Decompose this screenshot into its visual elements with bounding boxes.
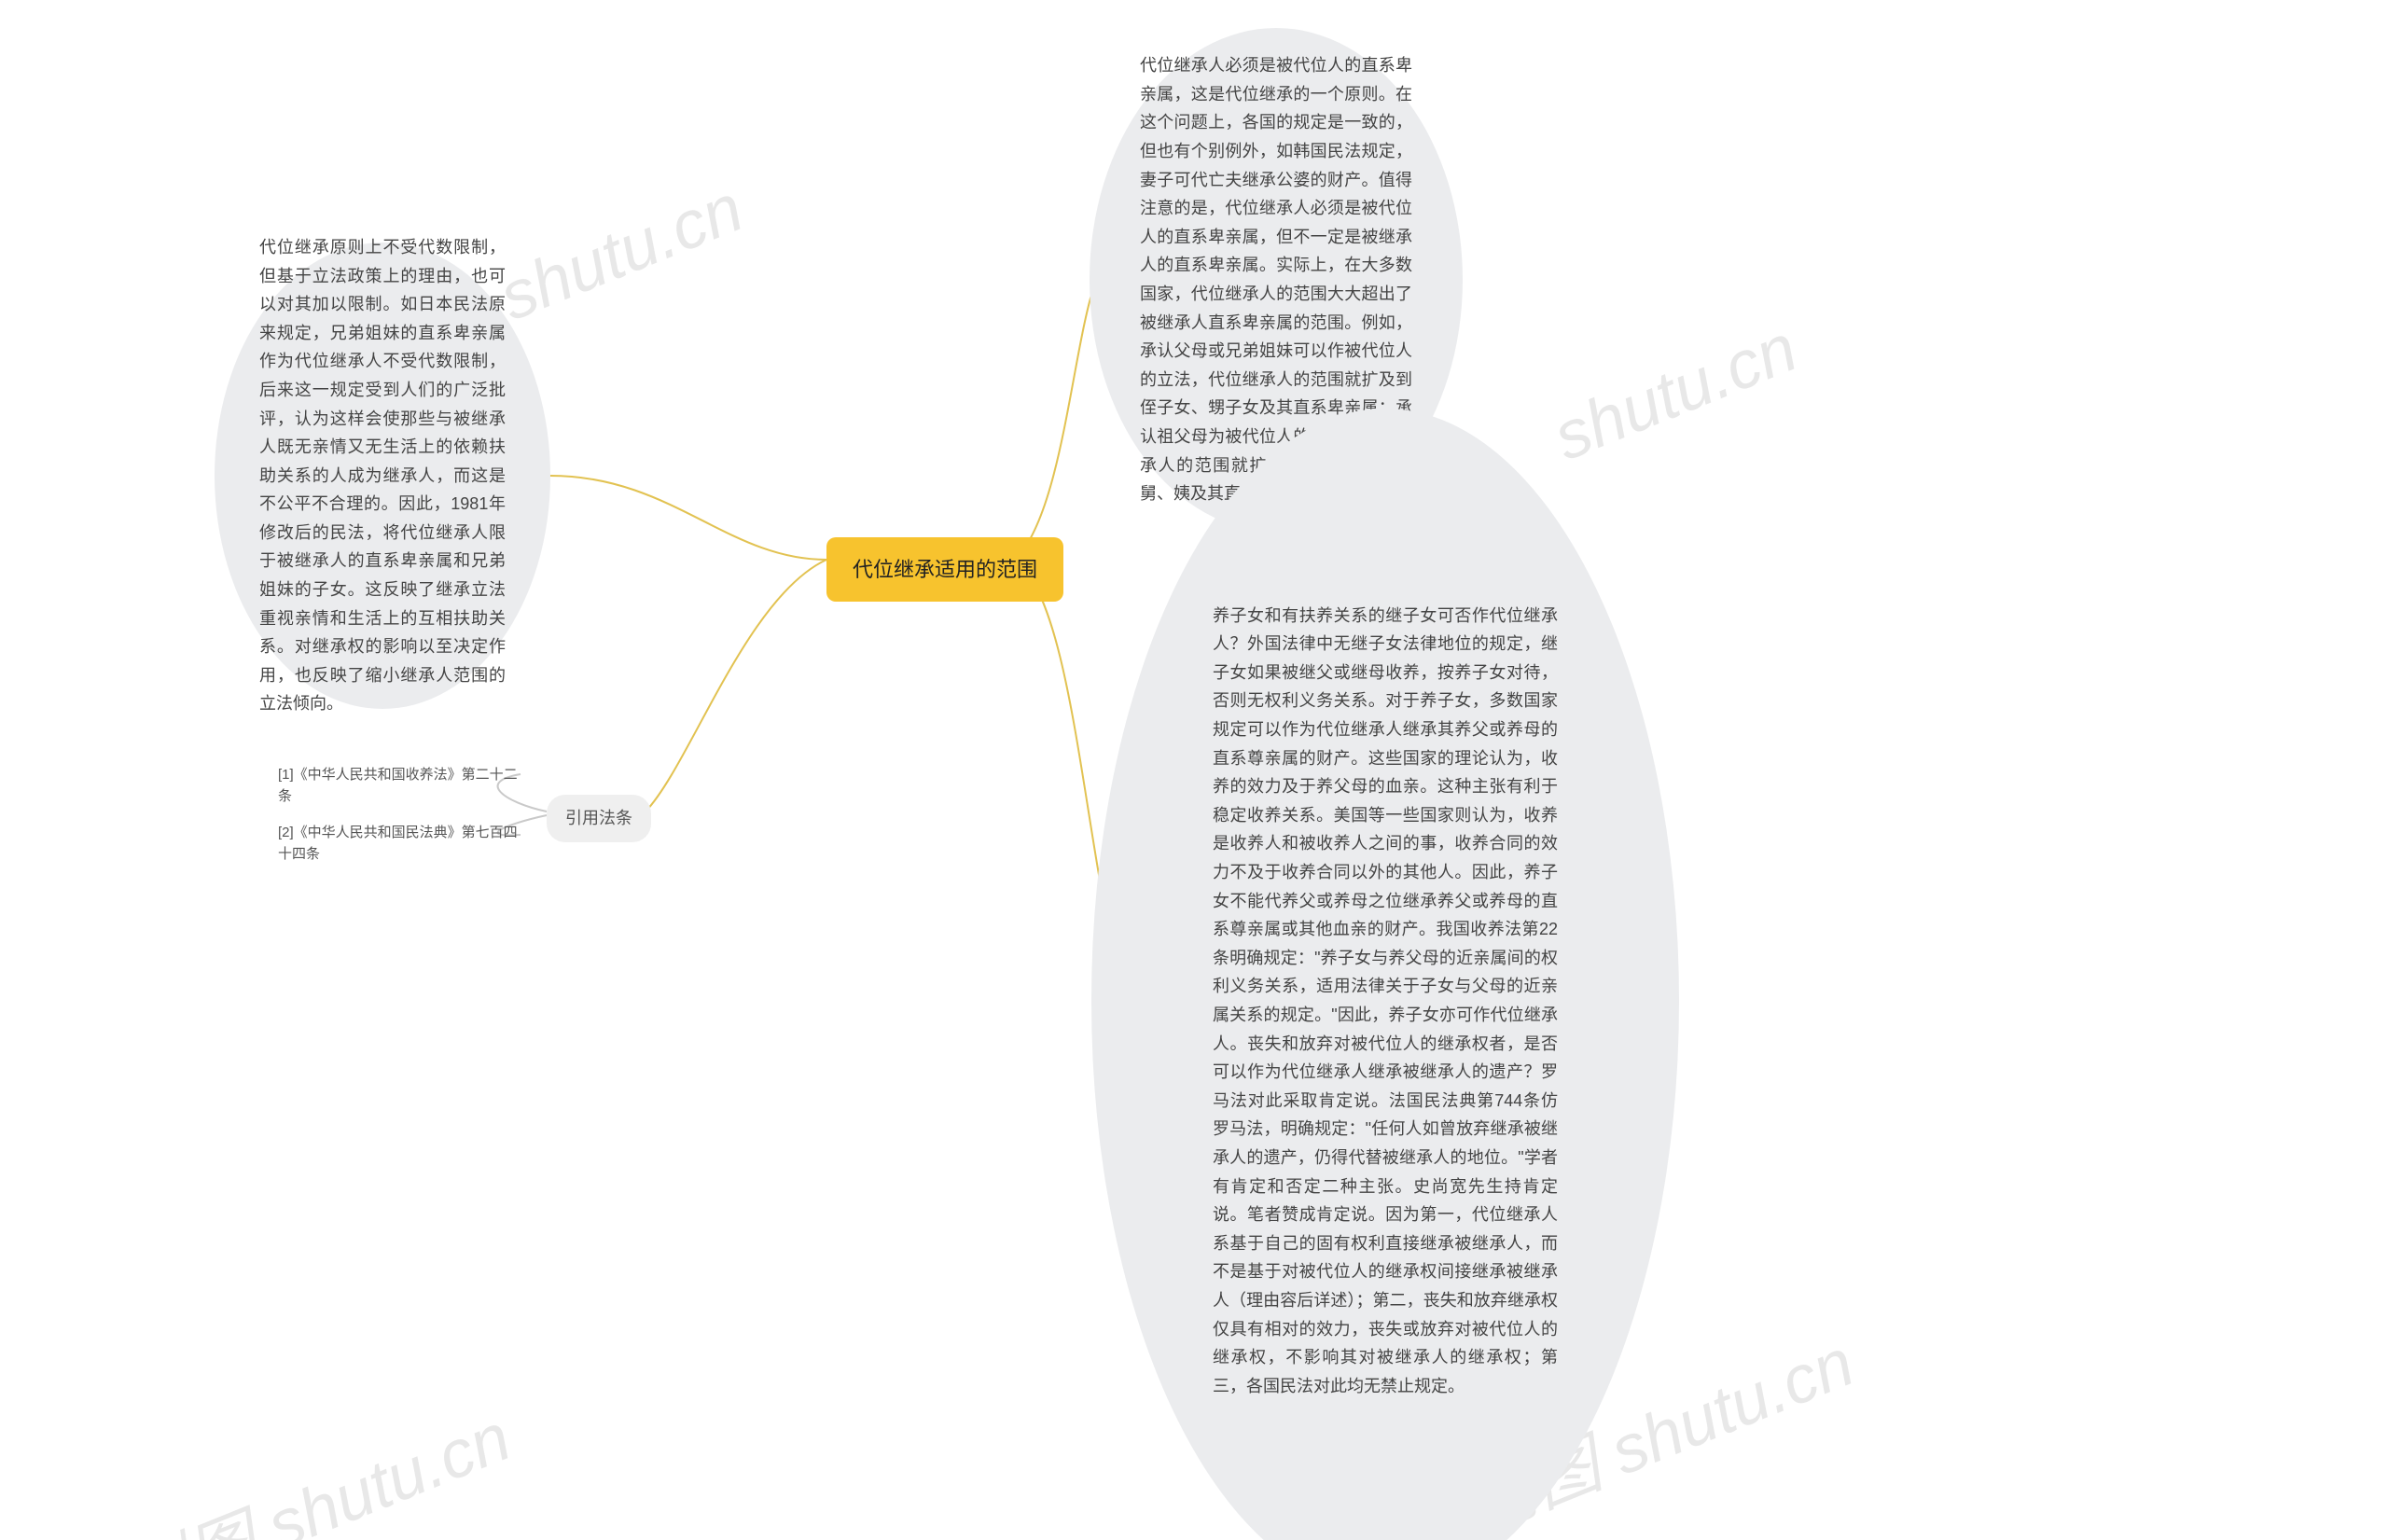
branch-bottom-right-adopted[interactable]: 养子女和有扶养关系的继子女可否作代位继承人？外国法律中无继子女法律地位的规定，继… (1091, 409, 1679, 1540)
branch-citations[interactable]: 引用法条 (547, 795, 651, 842)
branch-left-text: 代位继承原则上不受代数限制，但基于立法政策上的理由，也可以对其加以限制。如日本民… (259, 233, 506, 718)
branch-bottom-right-text: 养子女和有扶养关系的继子女可否作代位继承人？外国法律中无继子女法律地位的规定，继… (1213, 602, 1558, 1401)
citation-item: [1]《中华人民共和国收养法》第二十二条 (278, 765, 521, 807)
branch-left-generations[interactable]: 代位继承原则上不受代数限制，但基于立法政策上的理由，也可以对其加以限制。如日本民… (215, 243, 550, 709)
watermark: shutu.cn (490, 170, 754, 336)
watermark: shutu.cn (1544, 310, 1808, 476)
watermark: 树图 shutu.cn (108, 1382, 522, 1540)
center-topic[interactable]: 代位继承适用的范围 (826, 537, 1063, 602)
citation-item: [2]《中华人民共和国民法典》第七百四十四条 (278, 823, 521, 865)
